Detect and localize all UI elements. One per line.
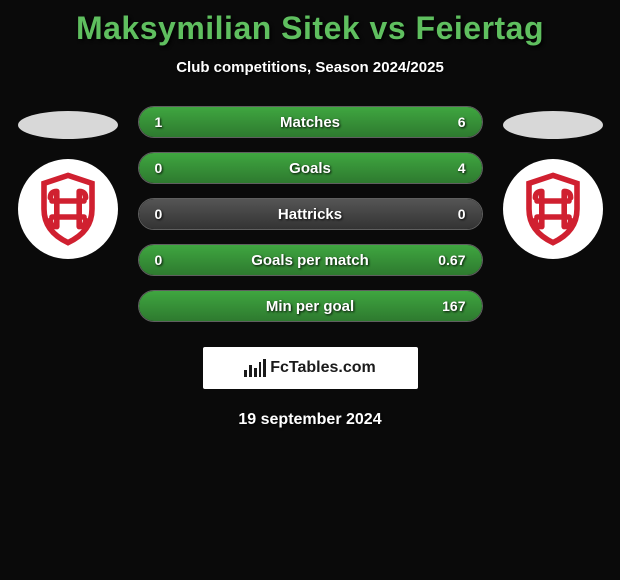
- page-title: Maksymilian Sitek vs Feiertag: [0, 10, 620, 47]
- stat-bar-content: 0 Goals per match 0.67: [139, 252, 482, 268]
- stat-label: Goals: [289, 160, 331, 177]
- stat-value-right: 0: [436, 206, 466, 222]
- stat-bars: 1 Matches 6 0 Goals 4 0 Hattricks 0 0 Goals per ma…: [138, 106, 483, 322]
- stat-bar: 0 Goals 4: [138, 152, 483, 184]
- player-shadow-right: [503, 111, 603, 139]
- source-badge: FcTables.com: [203, 347, 418, 389]
- stat-label: Goals per match: [251, 252, 369, 269]
- shield-logo-icon: [513, 169, 593, 249]
- stat-label: Min per goal: [266, 298, 354, 315]
- club-logo-right: [503, 159, 603, 259]
- bar-chart-icon: [244, 359, 266, 377]
- stat-value-right: 0.67: [436, 252, 466, 268]
- stat-value-left: 0: [155, 160, 185, 176]
- shield-logo-icon: [28, 169, 108, 249]
- stat-value-right: 4: [436, 160, 466, 176]
- player-shadow-left: [18, 111, 118, 139]
- stat-value-right: 6: [436, 114, 466, 130]
- club-logo-left: [18, 159, 118, 259]
- stat-bar: 0 Goals per match 0.67: [138, 244, 483, 276]
- stat-bar-content: 0 Hattricks 0: [139, 206, 482, 222]
- stat-label: Hattricks: [278, 206, 342, 223]
- stat-label: Matches: [280, 114, 340, 131]
- stat-bar-content: 0 Goals 4: [139, 160, 482, 176]
- stat-value-left: 0: [155, 252, 185, 268]
- stat-bar-content: 1 Matches 6: [139, 114, 482, 130]
- stat-bar: Min per goal 167: [138, 290, 483, 322]
- stat-value-left: 0: [155, 206, 185, 222]
- stat-bar-content: Min per goal 167: [139, 298, 482, 314]
- subtitle: Club competitions, Season 2024/2025: [0, 59, 620, 76]
- comparison-infographic: Maksymilian Sitek vs Feiertag Club compe…: [0, 0, 620, 439]
- stat-value-right: 167: [436, 298, 466, 314]
- right-column: [503, 106, 603, 259]
- stat-bar: 0 Hattricks 0: [138, 198, 483, 230]
- footer-date: 19 september 2024: [0, 411, 620, 429]
- stat-bar: 1 Matches 6: [138, 106, 483, 138]
- left-column: [18, 106, 118, 259]
- stat-value-left: 1: [155, 114, 185, 130]
- main-area: 1 Matches 6 0 Goals 4 0 Hattricks 0 0 Goals per ma…: [0, 106, 620, 322]
- brand-label: FcTables.com: [270, 359, 376, 377]
